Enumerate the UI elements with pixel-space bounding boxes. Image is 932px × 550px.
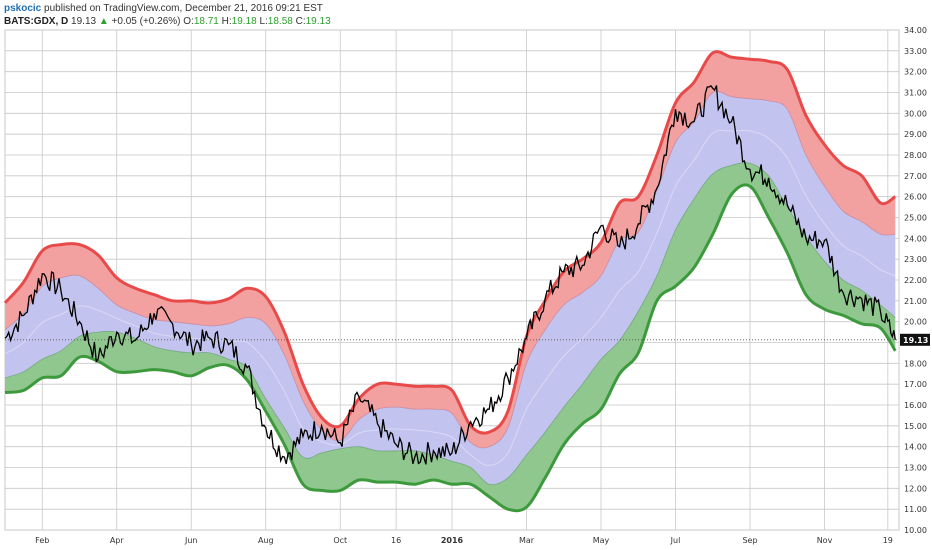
- y-tick-label: 21.00: [904, 297, 927, 306]
- center-line: [4, 129, 896, 466]
- low-label: L:: [259, 16, 268, 27]
- y-tick-label: 10.00: [904, 526, 927, 535]
- y-tick-label: 33.00: [904, 47, 927, 56]
- y-tick-label: 24.00: [904, 234, 927, 243]
- band-lines: [3, 50, 899, 513]
- price-axis[interactable]: 34.00 33.00 32.00 31.00 30.00 29.00 28.00 27.00…: [904, 26, 927, 535]
- lower-band-line: [4, 183, 897, 513]
- price-change: +0.05 (+0.26%): [111, 16, 181, 27]
- x-tick-label: May: [593, 536, 610, 545]
- lower-band-fill: [5, 162, 896, 511]
- mid-lower-line: [4, 162, 896, 486]
- high-value: 19.18: [231, 16, 257, 27]
- y-tick-label: 26.00: [904, 193, 927, 202]
- y-tick-label: 29.00: [904, 130, 927, 139]
- high-label: H:: [221, 16, 232, 27]
- y-tick-label: 17.00: [904, 380, 927, 389]
- y-tick-label: 15.00: [904, 422, 927, 431]
- y-tick-label: 18.00: [904, 359, 927, 368]
- x-tick-label: Mar: [519, 536, 535, 545]
- y-tick-label: 13.00: [904, 464, 927, 473]
- y-tick-label: 14.00: [904, 443, 927, 452]
- x-tick-label: 16: [391, 536, 401, 545]
- published-text: published on TradingView.com, December 2…: [44, 3, 323, 14]
- open-label: O:: [183, 16, 194, 27]
- time-axis[interactable]: Feb Apr Jun Aug Oct 16 2016 Mar May Jul Sep Nov 19: [35, 536, 893, 545]
- x-tick-label: Sep: [742, 536, 757, 545]
- close-label: C:: [295, 16, 306, 27]
- middle-band-fill: [5, 91, 896, 485]
- y-tick-label: 30.00: [904, 109, 927, 118]
- x-tick-label: Apr: [110, 536, 125, 545]
- last-price-label: 19.13: [900, 333, 930, 346]
- low-value: 18.58: [267, 16, 293, 27]
- y-tick-label: 31.00: [904, 89, 927, 98]
- x-tick-label: 19: [883, 536, 893, 545]
- last-price-badge-text: 19.13: [903, 336, 928, 345]
- publish-line: pskocic published on TradingView.com, De…: [4, 3, 323, 14]
- symbol-label: BATS:GDX, D: [4, 16, 69, 27]
- mid-upper-line: [4, 90, 896, 449]
- y-tick-label: 32.00: [904, 68, 927, 77]
- x-tick-label: Feb: [35, 536, 49, 545]
- up-arrow-icon: ▲: [98, 16, 109, 27]
- x-tick-label: 2016: [441, 536, 464, 545]
- x-tick-label: Jun: [184, 536, 198, 545]
- author-link[interactable]: pskocic: [4, 3, 42, 14]
- last-price: 19.13: [71, 16, 97, 27]
- price-line: [4, 85, 896, 465]
- band-fills: [5, 51, 896, 511]
- y-tick-label: 25.00: [904, 214, 927, 223]
- symbol-line: BATS:GDX, D 19.13 ▲ +0.05 (+0.26%) O:18.…: [4, 16, 331, 27]
- x-tick-label: Nov: [817, 536, 833, 545]
- x-tick-label: Oct: [333, 536, 347, 545]
- last-price-badge: [900, 333, 930, 346]
- y-tick-label: 16.00: [904, 401, 927, 410]
- y-tick-label: 27.00: [904, 172, 927, 181]
- y-tick-label: 34.00: [904, 26, 927, 35]
- close-value: 19.13: [305, 16, 331, 27]
- y-tick-label: 28.00: [904, 151, 927, 160]
- open-value: 18.71: [193, 16, 219, 27]
- y-tick-label: 11.00: [904, 505, 927, 514]
- x-tick-label: Aug: [258, 536, 274, 545]
- y-tick-label: 20.00: [904, 318, 927, 327]
- y-tick-label: 23.00: [904, 255, 927, 264]
- x-tick-label: Jul: [670, 536, 681, 545]
- y-tick-label: 22.00: [904, 276, 927, 285]
- upper-band-line: [3, 50, 897, 435]
- y-tick-label: 12.00: [904, 484, 927, 493]
